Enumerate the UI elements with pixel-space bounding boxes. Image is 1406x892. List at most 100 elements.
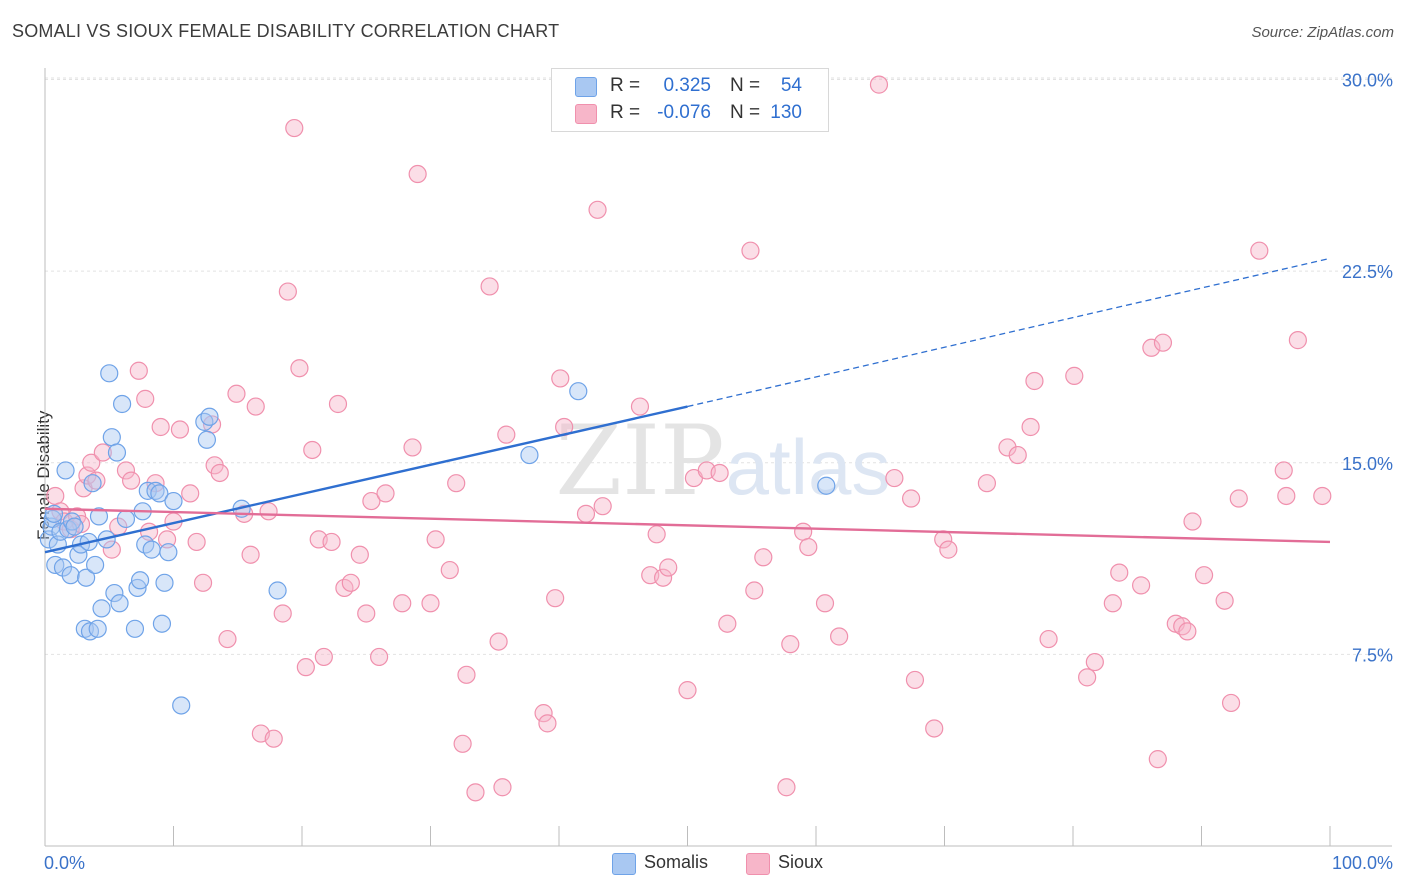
- sioux-point: [1183, 512, 1202, 531]
- somali-point: [159, 543, 178, 562]
- sioux-point: [1215, 591, 1234, 610]
- sioux-point: [370, 647, 389, 667]
- sioux-point: [647, 525, 666, 544]
- sioux-point: [1110, 563, 1129, 582]
- x-tick-label: 0.0%: [44, 853, 85, 873]
- stats-row-sioux: R = -0.076 N = 130: [552, 101, 828, 127]
- somali-point: [817, 476, 836, 495]
- sioux-point: [181, 484, 200, 503]
- sioux-point: [830, 627, 849, 646]
- sioux-point: [1065, 366, 1084, 385]
- sioux-point: [129, 361, 148, 380]
- somali-point: [142, 540, 161, 559]
- sioux-point: [1178, 622, 1197, 641]
- somali-point: [92, 599, 111, 618]
- sioux-point: [376, 484, 395, 503]
- somali-point: [125, 619, 145, 638]
- sioux-point: [480, 277, 499, 296]
- chart-title: SOMALI VS SIOUX FEMALE DISABILITY CORREL…: [12, 21, 560, 41]
- somali-point: [53, 558, 73, 577]
- somali-point: [152, 614, 172, 633]
- n-value: 54: [780, 75, 802, 96]
- sioux-point: [1288, 331, 1307, 350]
- somali-point: [100, 364, 119, 383]
- sioux-point: [285, 118, 304, 138]
- sioux-trend-line: [44, 507, 1331, 544]
- sioux-point: [116, 461, 136, 480]
- sioux-point: [777, 778, 796, 797]
- tick-labels: 7.5% 15.0% 22.5% 30.0% 0.0% 100.0%: [44, 71, 1393, 874]
- sioux-point: [799, 537, 818, 557]
- somali-point: [88, 619, 107, 638]
- sioux-point: [408, 164, 427, 184]
- source-label: Source: ZipAtlas.com: [1251, 24, 1394, 41]
- sioux-point: [593, 497, 612, 516]
- n-label: N =: [730, 75, 761, 96]
- sioux-point: [273, 604, 292, 623]
- sioux-point: [745, 581, 764, 600]
- watermark: ZIP atlas: [555, 405, 890, 517]
- sioux-point: [576, 504, 596, 523]
- somali-point: [65, 517, 84, 536]
- sioux-point: [259, 502, 278, 521]
- sioux-point: [453, 734, 472, 753]
- y-tick-label: 30.0%: [1342, 71, 1393, 91]
- stats-box: R = 0.325 N = 54 R = -0.076 N = 130: [551, 68, 829, 132]
- sioux-point: [357, 604, 376, 623]
- sioux-point: [466, 783, 485, 802]
- sioux-point: [659, 558, 678, 577]
- sioux-point: [794, 522, 813, 541]
- trend-lines: [44, 257, 1331, 554]
- sioux-point: [1194, 566, 1214, 585]
- somali-point: [105, 583, 124, 603]
- axes: [44, 68, 1392, 847]
- somali-point: [520, 445, 539, 465]
- sioux-point: [341, 573, 360, 592]
- sioux-point: [440, 560, 459, 580]
- sioux-point: [241, 545, 260, 564]
- y-tick-label: 15.0%: [1342, 454, 1393, 474]
- sioux-point: [710, 463, 729, 483]
- r-label: R =: [610, 75, 641, 96]
- somali-trend-line: [44, 405, 688, 554]
- sioux-swatch: [575, 104, 597, 124]
- sioux-point: [1132, 576, 1151, 595]
- somali-point: [268, 581, 287, 600]
- sioux-point: [901, 489, 921, 508]
- sioux-point: [653, 568, 673, 587]
- somali-point: [77, 568, 96, 587]
- sioux-point: [1274, 461, 1293, 480]
- somalis-legend-label: Somalis: [644, 852, 709, 872]
- sioux-point: [93, 443, 112, 462]
- sioux-point: [421, 594, 440, 613]
- sioux-point: [538, 714, 557, 733]
- somali-point: [116, 509, 136, 529]
- sioux-point: [869, 75, 889, 94]
- somali-point: [172, 696, 191, 715]
- sioux-point: [1250, 241, 1269, 260]
- somali-point: [155, 573, 174, 592]
- somali-point: [569, 382, 588, 401]
- sioux-point: [1221, 693, 1241, 713]
- sioux-point: [303, 440, 322, 460]
- sioux-point: [447, 474, 466, 493]
- somali-point: [89, 507, 109, 526]
- sioux-point: [998, 438, 1017, 457]
- sioux-point: [885, 468, 904, 488]
- sioux-point: [815, 594, 835, 613]
- sioux-point: [102, 540, 121, 559]
- sioux-point: [227, 384, 246, 403]
- somalis-legend-swatch: [612, 853, 636, 875]
- sioux-point: [754, 548, 773, 567]
- somalis-swatch: [575, 77, 597, 97]
- sioux-point: [718, 614, 737, 633]
- sioux-point: [489, 632, 508, 651]
- sioux-point: [905, 670, 925, 690]
- sioux-point: [46, 486, 65, 506]
- sioux-point: [551, 369, 570, 388]
- n-label: N =: [730, 102, 761, 123]
- somali-point: [197, 430, 217, 449]
- sioux-point: [977, 474, 997, 493]
- sioux-point: [1025, 371, 1044, 391]
- sioux-point: [170, 420, 190, 439]
